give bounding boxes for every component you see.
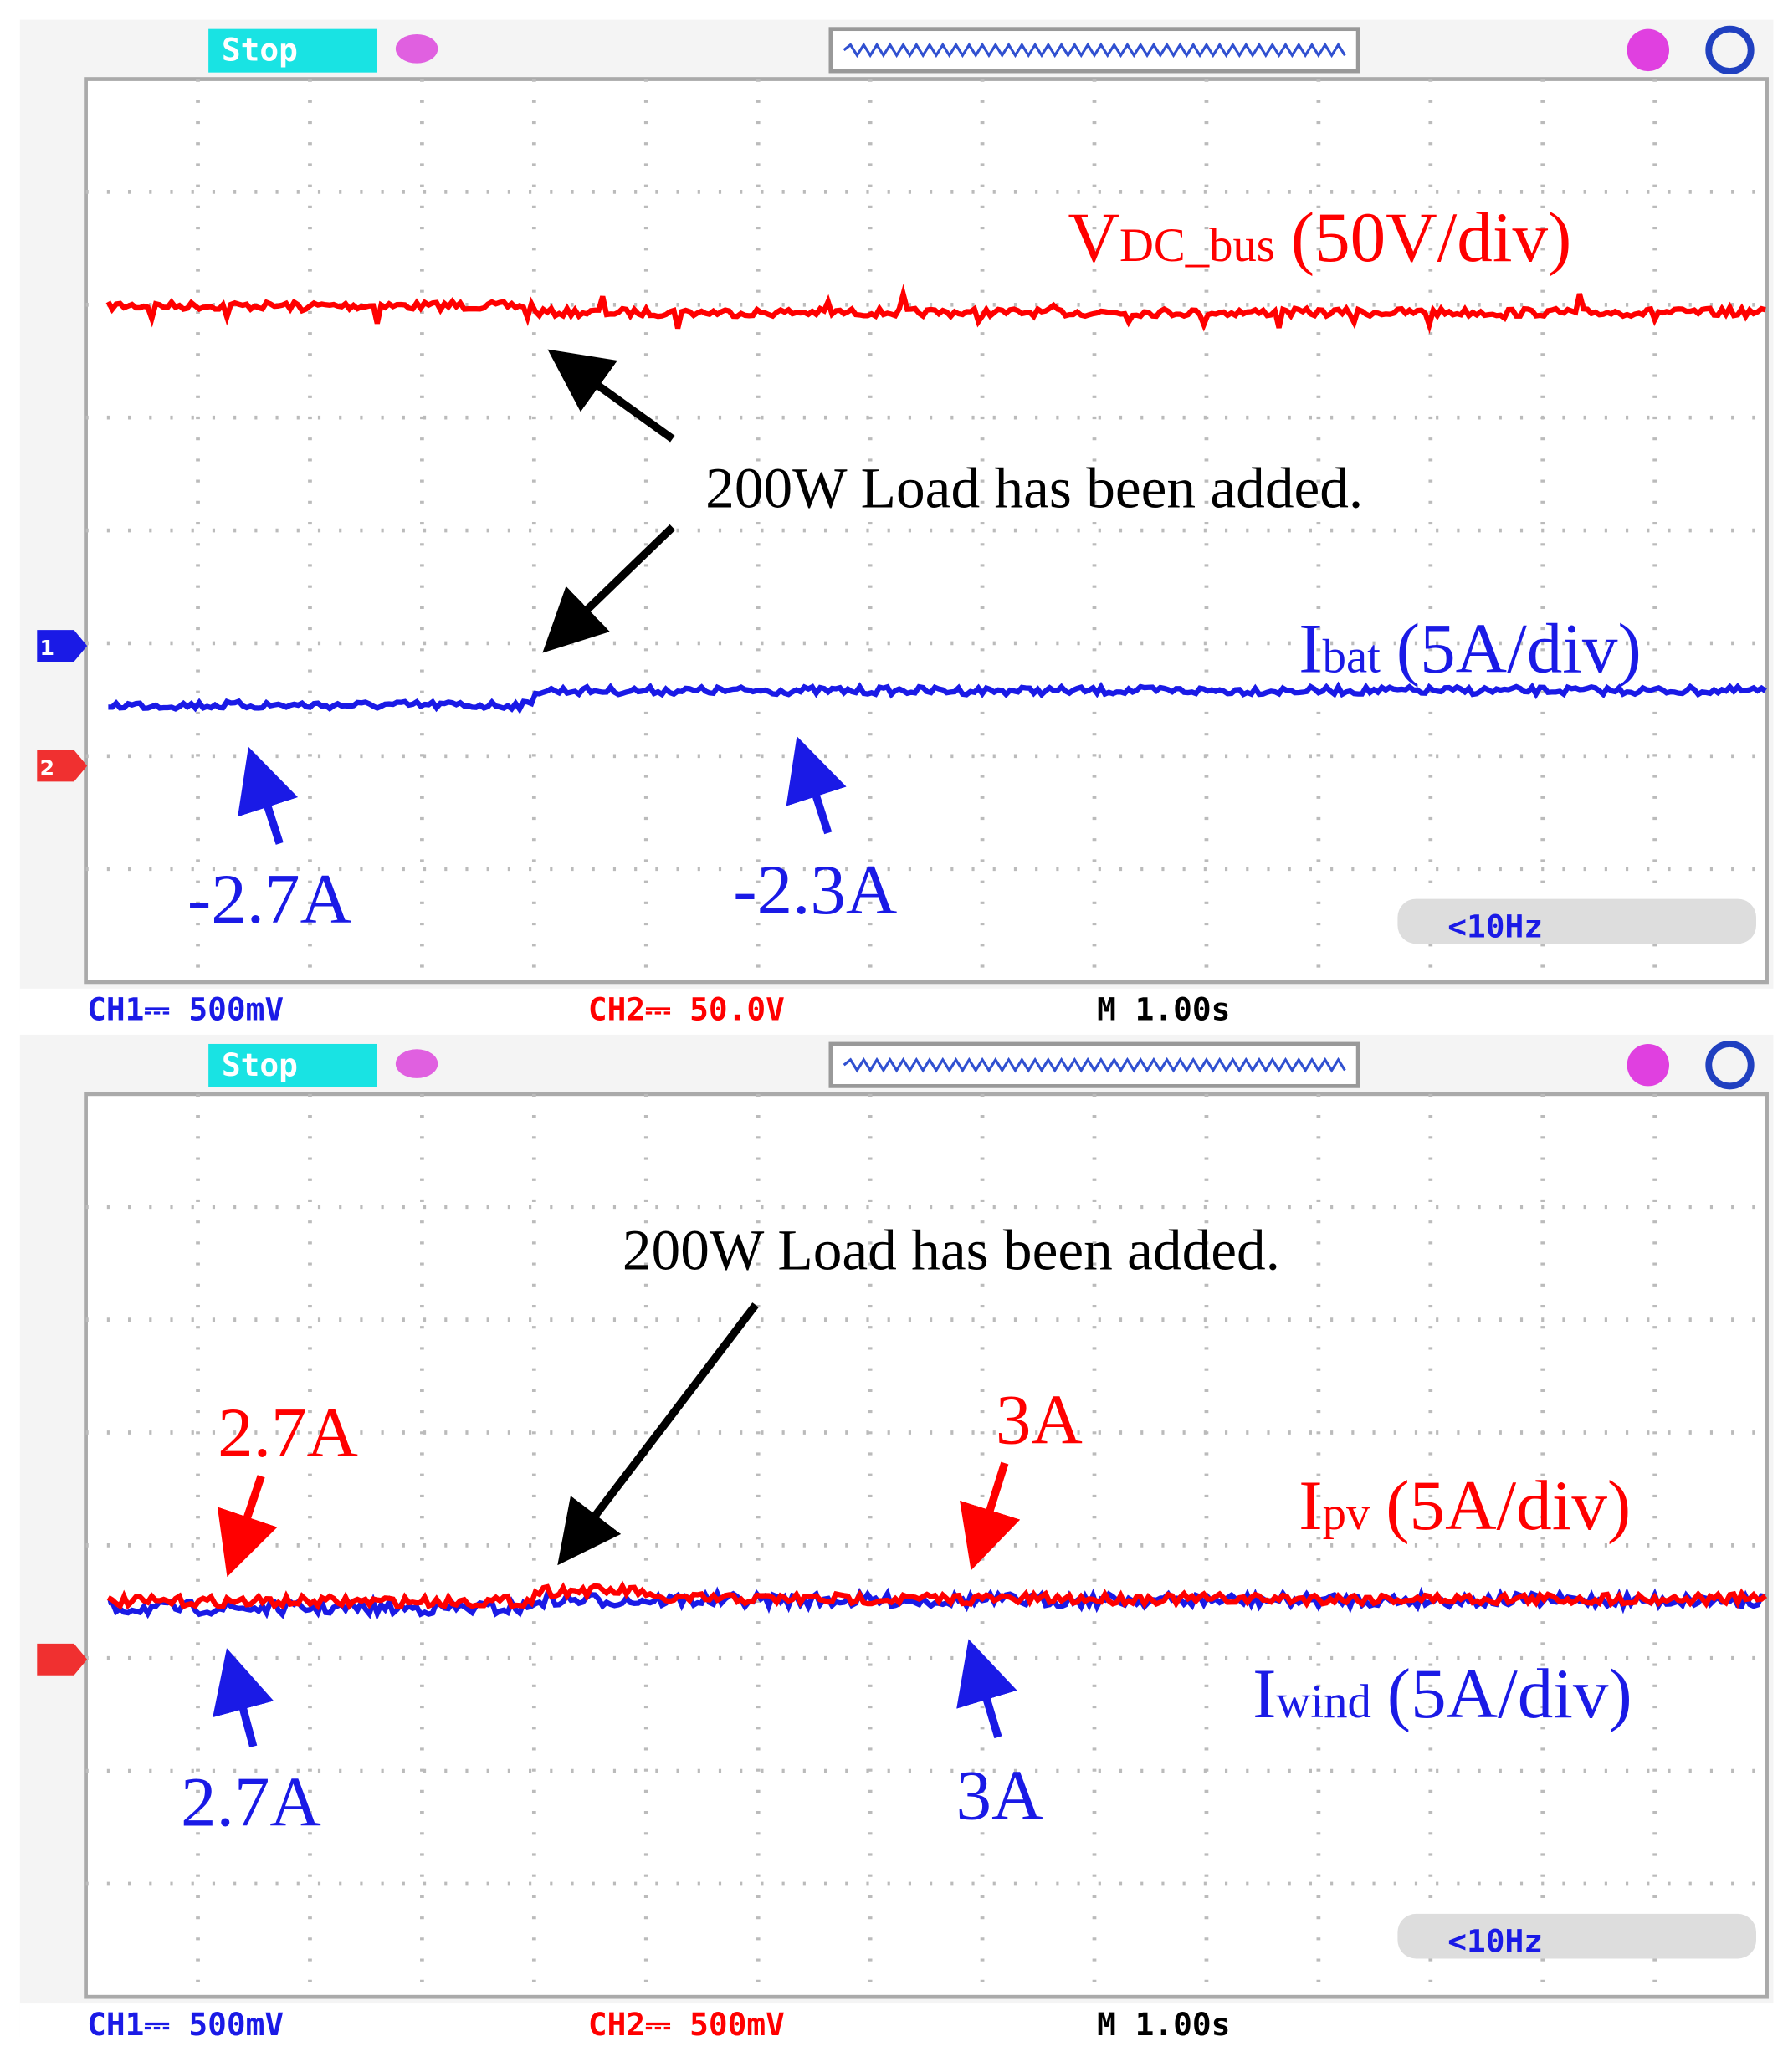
timebase: M 1.00s [1097,2006,1230,2043]
symbol: V [1068,198,1119,277]
status: Stop [222,1046,298,1083]
ch2-setting: CH2⎓ 50.0V [588,991,785,1028]
arrow [960,1461,1021,1571]
overview-wave [843,42,1346,59]
waveform [105,284,1766,335]
filter-box [1397,898,1757,944]
arrow [213,1648,274,1748]
annotation: 2.7A [181,1762,321,1841]
annotation: -2.3A [733,851,897,929]
annotation: 200W Load has been added. [622,1217,1280,1282]
overview-box [828,27,1360,74]
icon [1627,1043,1670,1087]
scale: (50V/div) [1291,198,1572,277]
arrow [786,736,847,835]
arrow [542,524,676,653]
channel-marker: 1 [39,636,54,660]
trace-label: Ipv (5A/div) [1299,1466,1631,1545]
probe-icon [395,1049,438,1078]
filter: <10Hz [1447,1923,1543,1960]
icon [1627,28,1670,72]
channel-marker: 2 [39,756,54,780]
subscript: pv [1323,1487,1370,1540]
ch2-setting: CH2⎓ 500mV [588,2006,785,2043]
channel-marker-shape [37,630,88,663]
scale: (5A/div) [1396,610,1642,688]
arrow [557,1302,759,1566]
channel-marker-shape [37,1643,88,1676]
annotation: 3A [956,1756,1043,1834]
arrow [217,1475,278,1578]
filter: <10Hz [1447,908,1543,944]
subscript: wind [1276,1676,1370,1728]
overview-wave [843,1056,1346,1073]
channel-marker-shape [37,750,88,782]
annotation: 200W Load has been added. [705,456,1363,520]
arrows [213,349,1021,1748]
symbol: I [1299,1466,1322,1545]
annotation: -2.7A [187,860,351,939]
trace-label: Ibat (5A/div) [1299,610,1642,688]
scale: (5A/div) [1387,1655,1632,1733]
status-box [208,1043,377,1087]
waveform [108,681,1767,714]
waveform [106,1580,1768,1611]
graticule [84,77,1769,985]
ch1-setting: CH1⎓ 500mV [87,2006,284,2043]
trace-label: Iwind (5A/div) [1253,1655,1632,1733]
subscript: bat [1323,631,1381,683]
icon [1705,25,1755,75]
ch1-setting: CH1⎓ 500mV [87,991,284,1028]
arrow [547,349,675,443]
symbol: I [1299,610,1322,688]
probe-icon [395,33,438,64]
symbol: I [1253,1655,1276,1733]
graticule [84,1092,1769,1999]
annotation: 2.7A [218,1394,358,1472]
overview-box [828,1041,1360,1088]
filter-box [1397,1913,1757,1959]
icon [1705,1041,1755,1090]
annotation: 3A [996,1380,1083,1459]
status: Stop [222,31,298,68]
status-box [208,28,377,73]
timebase: M 1.00s [1097,991,1230,1028]
arrow [238,746,299,845]
subscript: DC_bus [1119,219,1275,272]
scale: (5A/div) [1386,1466,1631,1545]
trace-label: VDC_bus (50V/div) [1068,198,1571,277]
footer-bg [19,988,1774,1035]
arrow [956,1639,1017,1739]
footer-bg [19,2003,1774,2050]
